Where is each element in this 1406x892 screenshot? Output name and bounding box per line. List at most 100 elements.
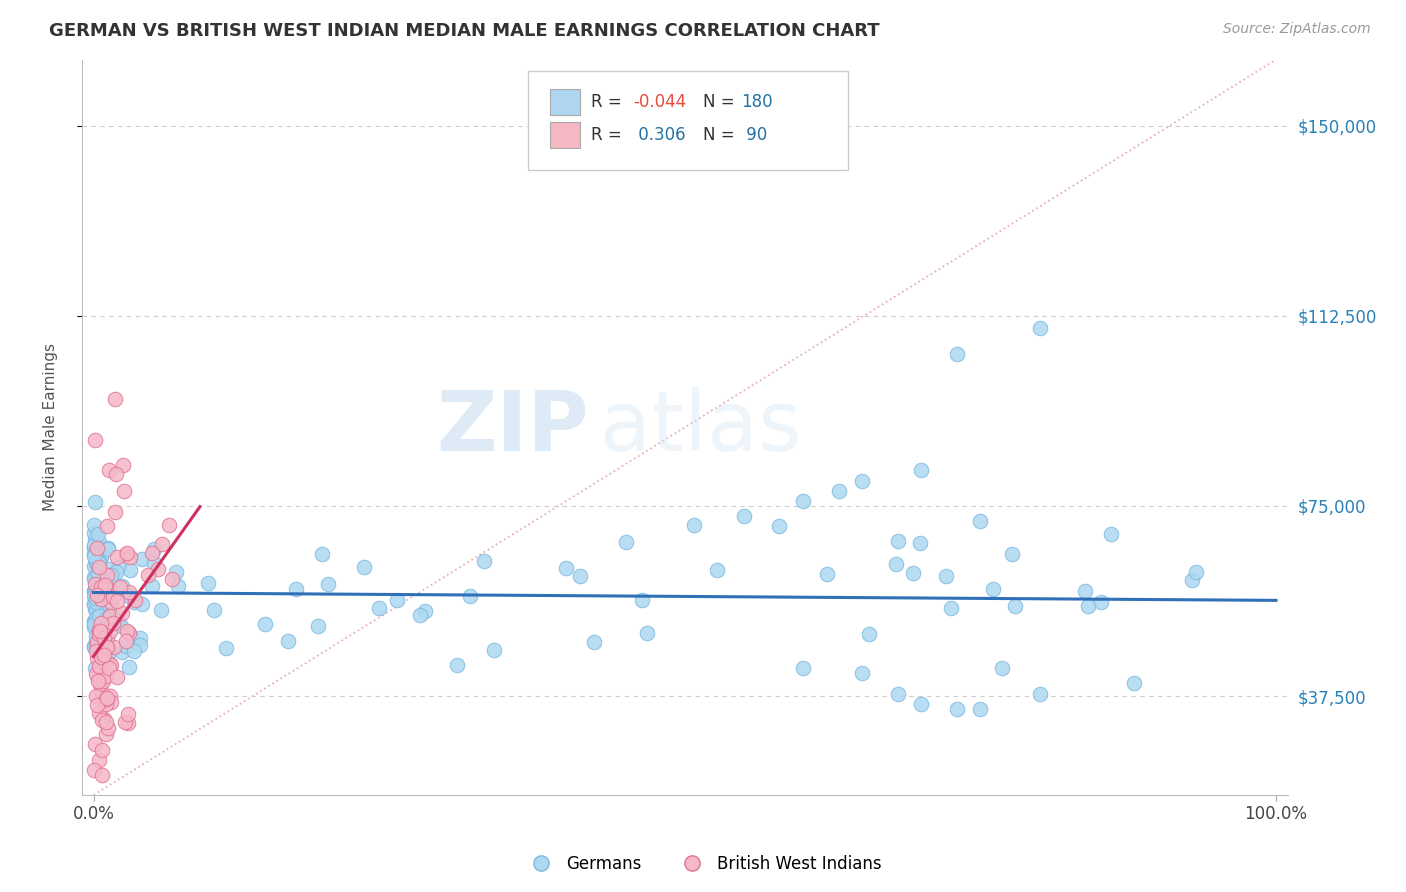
Point [98,463,121,477]
Point [1123,676,1146,690]
Point [87,626,110,640]
Point [83,577,105,591]
Point [827,483,849,498]
Point [311,548,333,562]
Point [101,590,124,604]
Point [129,638,152,652]
Point [83,572,105,586]
Point [84,635,107,649]
Point [318,577,340,591]
Point [96,697,118,711]
Point [84,591,107,606]
Point [87,577,110,591]
Point [86,527,108,541]
Point [98,689,121,703]
Point [1090,595,1112,609]
Point [981,582,1004,596]
Point [96,567,118,582]
Point [83,518,105,533]
Point [84,556,107,570]
Point [90,592,112,607]
Point [636,626,658,640]
Point [98,562,121,576]
Point [84,529,107,543]
Point [107,559,129,574]
Point [93,599,115,614]
Point [387,593,409,607]
Point [98,609,121,624]
Point [110,580,132,594]
Point [84,494,107,508]
Point [83,584,105,599]
Point [146,562,169,576]
Point [90,713,112,727]
Point [93,574,115,589]
Point [98,609,121,624]
Point [86,651,108,665]
Point [84,595,107,609]
Point [851,666,873,681]
Point [167,579,190,593]
Point [83,559,105,574]
Point [90,649,112,664]
Point [87,673,110,688]
Point [87,535,110,549]
Point [89,572,111,586]
Text: R =: R = [591,93,627,111]
Point [83,597,105,611]
Point [908,536,931,550]
Point [1028,321,1050,335]
Point [83,570,105,584]
Point [87,618,110,632]
Point [105,565,128,579]
Point [1004,599,1026,614]
Point [631,593,654,607]
Point [100,595,122,609]
Point [446,658,468,673]
Text: N =: N = [703,93,740,111]
Point [94,669,117,683]
Point [555,561,578,575]
Point [89,555,111,569]
Point [84,546,107,560]
Point [277,633,299,648]
Point [83,620,105,634]
Point [89,677,111,691]
Point [86,541,108,556]
Point [86,626,108,640]
Point [733,509,755,524]
Point [83,541,105,555]
Point [90,580,112,594]
Point [83,639,105,653]
Point [84,629,107,643]
Point [910,463,932,477]
Point [83,763,105,777]
Point [90,664,112,678]
Point [138,568,160,582]
Point [89,624,111,638]
Point [83,540,105,554]
Point [141,546,163,560]
Point [89,559,111,574]
Point [101,615,124,630]
Point [86,584,108,599]
Point [110,618,132,632]
Point [96,640,118,654]
Point [91,743,114,757]
Point [969,514,991,528]
Point [83,549,105,563]
Point [97,661,120,675]
Point [94,582,117,597]
Point [96,611,118,625]
Point [86,615,108,630]
Point [118,626,141,640]
Point [97,566,120,581]
Point [197,575,219,590]
Point [484,643,506,657]
Point [83,737,105,751]
Point [886,534,908,549]
Point [120,549,142,564]
Point [93,662,115,676]
Point [83,640,105,654]
Point [792,494,814,508]
